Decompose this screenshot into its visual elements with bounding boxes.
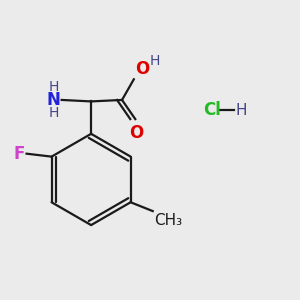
Text: H: H	[49, 106, 59, 120]
Text: Cl: Cl	[203, 101, 221, 119]
Text: F: F	[14, 145, 25, 163]
Text: O: O	[129, 124, 143, 142]
Text: H: H	[236, 103, 247, 118]
Text: N: N	[46, 91, 60, 109]
Text: H: H	[150, 54, 160, 68]
Text: O: O	[135, 60, 149, 78]
Text: H: H	[49, 80, 59, 94]
Text: CH₃: CH₃	[154, 213, 182, 228]
